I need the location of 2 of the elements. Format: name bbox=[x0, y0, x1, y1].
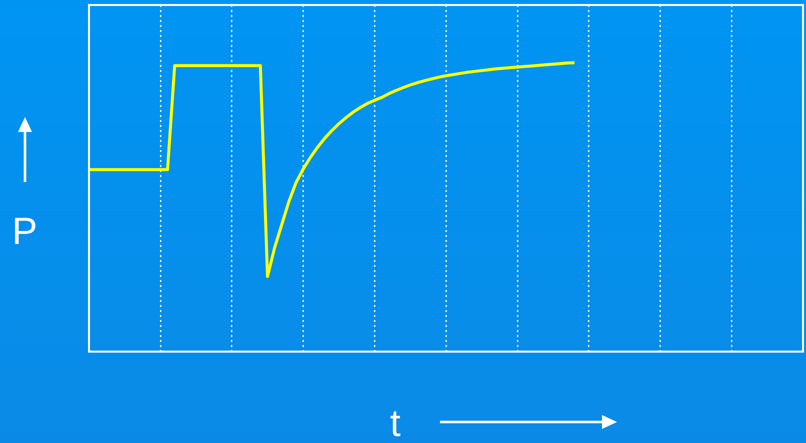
x-axis-title: t bbox=[390, 403, 401, 443]
y-axis-title: P bbox=[12, 211, 38, 253]
